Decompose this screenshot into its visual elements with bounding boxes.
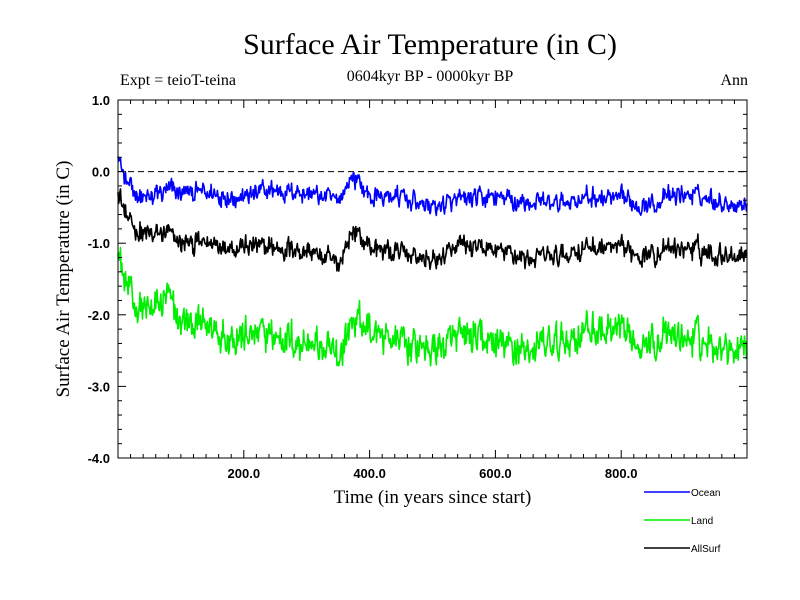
legend: Ocean Land AllSurf xyxy=(644,488,721,555)
chart-subtitle: 0604kyr BP - 0000kyr BP xyxy=(346,68,514,85)
legend-entry-land: Land xyxy=(644,516,713,527)
axes-layer: 200.0 400.0 600.0 800.0 1.0 0.0 -1.0 -2.0 -3.0 -4… xyxy=(53,93,748,508)
y-tick-label: -2.0 xyxy=(88,308,110,323)
y-tick-label: 0.0 xyxy=(92,165,110,180)
x-tick-label: 400.0 xyxy=(353,466,386,481)
legend-label: Ocean xyxy=(691,488,720,499)
series-line-ocean xyxy=(117,156,748,217)
series-layer xyxy=(117,156,748,367)
y-tick-label: -1.0 xyxy=(88,236,110,251)
y-axis-label: Surface Air Temperature (in C) xyxy=(53,161,74,398)
x-tick-label: 800.0 xyxy=(605,466,638,481)
legend-entry-ocean: Ocean xyxy=(644,488,720,499)
legend-label: Land xyxy=(691,516,713,527)
experiment-label: Expt = teioT-teina xyxy=(120,72,236,89)
y-tick-label: -3.0 xyxy=(88,379,110,394)
x-axis-label: Time (in years since start) xyxy=(334,487,532,508)
season-label: Ann xyxy=(720,72,748,89)
plot-frame xyxy=(117,99,748,459)
y-tick-label: -4.0 xyxy=(88,451,110,466)
chart-title: Surface Air Temperature (in C) xyxy=(243,28,617,61)
x-tick-label: 200.0 xyxy=(228,466,261,481)
legend-entry-allsurf: AllSurf xyxy=(644,544,721,555)
series-line-allsurf xyxy=(117,188,748,272)
x-tick-label: 600.0 xyxy=(479,466,512,481)
series-line-land xyxy=(117,246,748,367)
y-tick-label: 1.0 xyxy=(92,93,110,108)
legend-label: AllSurf xyxy=(691,544,721,555)
